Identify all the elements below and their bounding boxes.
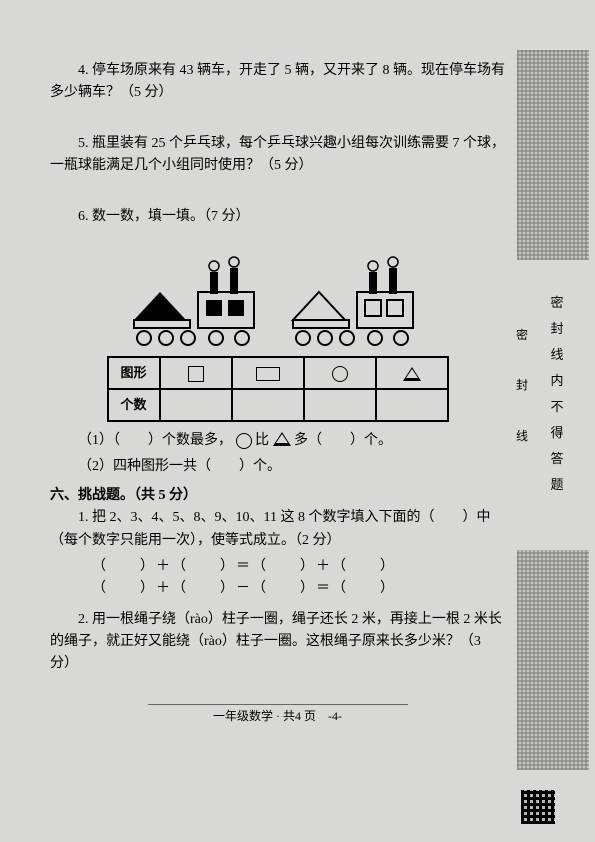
blank-cell [160,389,232,421]
cell-square [160,357,232,389]
table-row: 图形 [108,357,448,389]
question-4: 4. 停车场原来有 43 辆车，开走了 5 辆，又开来了 8 辆。现在停车场有多… [50,60,505,105]
train-left [128,256,268,346]
equation-1: （ ）＋（ ）＝（ ）＋（ ） [92,556,505,578]
rectangle-icon [256,367,280,381]
shape-count-table: 图形 个数 [107,356,449,422]
triangle-icon [273,432,291,446]
q6-sub1: （1）（ ）个数最多， 比 多（ ）个。 [78,430,505,452]
circle-icon [332,366,348,382]
challenge-2: 2. 用一根绳子绕（rào）柱子一圈，绳子还长 2 米，再接上一根 2 米长的绳… [50,609,505,676]
cell-triangle [376,357,448,389]
page-content: 4. 停车场原来有 43 辆车，开走了 5 辆，又开来了 8 辆。现在停车场有多… [0,0,595,746]
page-footer: 一年级数学 · 共4 页 -4- [148,704,408,726]
text: 比 [255,433,269,448]
blank-cell [376,389,448,421]
cell-circle [304,357,376,389]
question-5: 5. 瓶里装有 25 个乒乓球，每个乒乓球兴趣小组每次训练需要 7 个球，一瓶球… [50,133,505,178]
challenge-1: 1. 把 2、3、4、5、8、9、10、11 这 8 个数字填入下面的（ ）中（… [50,507,505,552]
q6-sub2: （2）四种图形一共（ ）个。 [78,456,505,478]
square-icon [188,366,204,382]
blank-cell [304,389,376,421]
blank-cell [232,389,304,421]
row-label-count: 个数 [108,389,160,421]
text: 多（ ）个。 [294,433,392,448]
text: （1）（ ）个数最多， [78,433,232,448]
row-label-shape: 图形 [108,357,160,389]
circle-icon [236,433,252,449]
triangle-icon [403,367,421,381]
qr-code-icon [521,790,555,824]
section-6-title: 六、挑战题。（共 5 分） [50,485,505,507]
question-6: 6. 数一数，填一填。（7 分） [50,206,505,228]
cell-rect [232,357,304,389]
train-right [287,256,427,346]
table-row: 个数 [108,389,448,421]
equation-2: （ ）＋（ ）－（ ）＝（ ） [92,578,505,600]
train-figure [50,256,505,346]
